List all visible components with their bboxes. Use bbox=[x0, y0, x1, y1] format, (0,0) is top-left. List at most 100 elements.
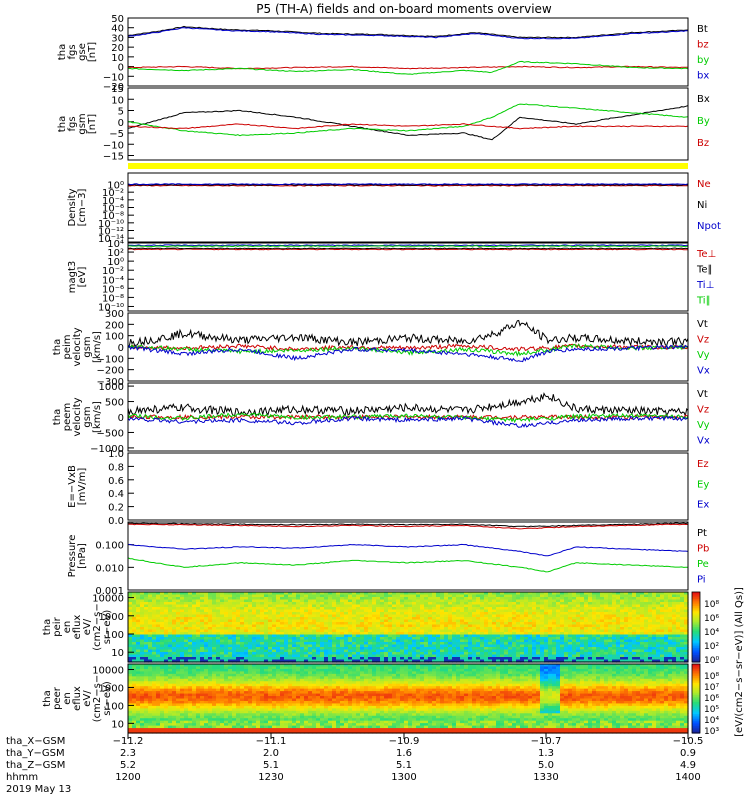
spectrogram-cell bbox=[160, 703, 165, 707]
spectrogram-cell bbox=[316, 604, 321, 608]
spectrogram-cell bbox=[388, 637, 393, 641]
spectrogram-cell bbox=[216, 710, 221, 714]
spectrogram-cell bbox=[208, 632, 213, 636]
spectrogram-cell bbox=[160, 599, 165, 603]
spectrogram-cell bbox=[184, 681, 189, 685]
spectrogram-cell bbox=[360, 637, 365, 641]
spectrogram-cell bbox=[220, 659, 225, 663]
spectrogram-cell bbox=[204, 622, 209, 626]
spectrogram-cell bbox=[128, 720, 133, 724]
spectrogram-cell bbox=[416, 594, 421, 598]
spectrogram-cell bbox=[200, 688, 205, 692]
spectrogram-cell bbox=[232, 698, 237, 702]
spectrogram-cell bbox=[416, 599, 421, 603]
spectrogram-cell bbox=[444, 652, 449, 656]
spectrogram-cell bbox=[464, 617, 469, 621]
spectrogram-cell bbox=[248, 619, 253, 623]
spectrogram-cell bbox=[236, 693, 241, 697]
spectrogram-cell bbox=[456, 634, 461, 638]
spectrogram-cell bbox=[192, 723, 197, 727]
spectrogram-cell bbox=[392, 634, 397, 638]
spectrogram-cell bbox=[484, 649, 489, 653]
spectrogram-cell bbox=[684, 622, 689, 626]
spectrogram-cell bbox=[300, 637, 305, 641]
spectrogram-cell bbox=[224, 629, 229, 633]
spectrogram-cell bbox=[212, 683, 217, 687]
spectrogram-cell bbox=[548, 649, 553, 653]
spectrogram-cell bbox=[196, 617, 201, 621]
spectrogram-cell bbox=[176, 681, 181, 685]
spectrogram-cell bbox=[388, 627, 393, 631]
spectrogram-cell bbox=[212, 624, 217, 628]
spectrogram-cell bbox=[220, 713, 225, 717]
spectrogram-cell bbox=[392, 624, 397, 628]
spectrogram-cell bbox=[572, 642, 577, 646]
spectrogram-cell bbox=[236, 700, 241, 705]
spectrogram-cell bbox=[628, 624, 633, 628]
panel-peem_velocity: tha peem velocity gsm [km/s]10005000−500−100… bbox=[52, 382, 710, 455]
spectrogram-cell bbox=[208, 639, 213, 643]
spectrogram-cell bbox=[160, 673, 165, 677]
spectrogram-cell bbox=[440, 597, 445, 601]
spectrogram-cell bbox=[476, 647, 481, 651]
spectrogram-cell bbox=[676, 647, 681, 651]
y-label-line: eV/ bbox=[82, 618, 93, 635]
spectrogram-cell bbox=[196, 720, 201, 724]
spectrogram-cell bbox=[576, 657, 581, 661]
spectrogram-cell bbox=[172, 622, 177, 626]
spectrogram-cell bbox=[336, 642, 341, 646]
spectrogram-cell bbox=[648, 607, 653, 611]
spectrogram-cell bbox=[176, 713, 181, 717]
spectrogram-cell bbox=[132, 708, 137, 712]
spectrogram-cell bbox=[484, 604, 489, 608]
spectrogram-cell bbox=[668, 629, 673, 633]
spectrogram-cell bbox=[388, 612, 393, 616]
spectrogram-cell bbox=[468, 592, 473, 596]
spectrogram-cell bbox=[248, 617, 253, 621]
spectrogram-cell bbox=[568, 647, 573, 651]
spectrogram-cell bbox=[488, 604, 493, 608]
spectrogram-cell bbox=[520, 602, 525, 606]
spectrogram-cell bbox=[540, 642, 545, 646]
spectrogram-cell bbox=[524, 642, 529, 646]
spectrogram-cell bbox=[260, 607, 265, 611]
spectrogram-cell bbox=[172, 725, 177, 729]
spectrogram-cell bbox=[616, 599, 621, 603]
spectrogram-cell bbox=[188, 594, 193, 598]
spectrogram-cell bbox=[316, 657, 321, 661]
spectrogram-cell bbox=[204, 728, 209, 732]
spectrogram-cell bbox=[304, 632, 309, 636]
spectrogram-cell bbox=[536, 619, 541, 623]
spectrogram-cell bbox=[652, 594, 657, 598]
spectrogram-cell bbox=[228, 666, 233, 670]
spectrogram-cell bbox=[172, 629, 177, 633]
spectrogram-cell bbox=[144, 713, 149, 717]
spectrogram-cell bbox=[428, 644, 433, 648]
spectrogram-cell bbox=[180, 683, 185, 687]
spectrogram-cell bbox=[160, 602, 165, 606]
spectrogram-cell bbox=[508, 634, 513, 638]
spectrogram-cell bbox=[420, 592, 425, 596]
spectrogram-cell bbox=[608, 604, 613, 608]
spectrogram-cell bbox=[356, 649, 361, 653]
spectrogram-cell bbox=[536, 649, 541, 653]
spectrogram-cell bbox=[472, 604, 477, 608]
spectrogram-cell bbox=[592, 644, 597, 648]
spectrogram-cell bbox=[668, 619, 673, 623]
spectrogram-cell bbox=[432, 632, 437, 636]
spectrogram-cell bbox=[416, 607, 421, 611]
spectrogram-cell bbox=[672, 657, 677, 661]
spectrogram-cell bbox=[632, 624, 637, 628]
spectrogram-cell bbox=[564, 657, 569, 661]
spectrogram-cell bbox=[540, 659, 545, 663]
spectrogram-cell bbox=[284, 659, 289, 663]
spectrogram-cell bbox=[484, 619, 489, 623]
spectrogram-cell bbox=[568, 617, 573, 621]
spectrogram-cell bbox=[176, 614, 181, 618]
spectrogram-cell bbox=[228, 644, 233, 648]
spectrogram-cell bbox=[480, 592, 485, 596]
spectrogram-cell bbox=[352, 622, 357, 626]
spectrogram-cell bbox=[200, 597, 205, 601]
spectrogram-cell bbox=[368, 594, 373, 598]
spectrogram-cell bbox=[136, 592, 141, 596]
